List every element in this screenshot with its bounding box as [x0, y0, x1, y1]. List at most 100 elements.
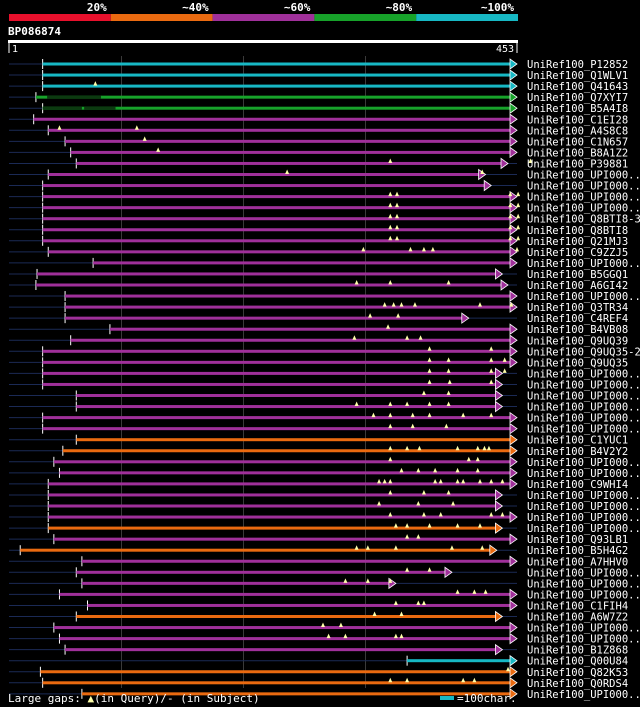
- hit-row[interactable]: UniRef100_UPI000..: [9, 632, 640, 646]
- hit-bar[interactable]: [81, 581, 390, 585]
- hit-label[interactable]: UniRef100_UPI000..: [527, 379, 640, 391]
- hit-row[interactable]: UniRef100_UPI000..: [9, 422, 640, 436]
- hit-label[interactable]: UniRef100_UPI000..: [527, 468, 640, 480]
- hit-bar[interactable]: [48, 515, 511, 519]
- hit-row[interactable]: UniRef100_C9WHI4: [9, 478, 628, 491]
- hit-row[interactable]: UniRef100_UPI000..: [9, 290, 640, 303]
- hit-bar[interactable]: [42, 427, 511, 431]
- hit-row[interactable]: UniRef100_UPI000..: [9, 168, 640, 182]
- hit-bar[interactable]: [42, 195, 511, 199]
- hit-bar[interactable]: [48, 173, 480, 176]
- hit-row[interactable]: UniRef100_A4S8C8: [9, 124, 628, 137]
- hit-row[interactable]: UniRef100_UPI000..: [9, 400, 640, 414]
- hit-bar[interactable]: [42, 416, 511, 420]
- hit-row[interactable]: UniRef100_P12852: [9, 58, 628, 71]
- hit-row[interactable]: UniRef100_B1Z868: [9, 643, 628, 657]
- hit-label[interactable]: UniRef100_C4REF4: [527, 313, 628, 325]
- hit-row[interactable]: UniRef100_B5A4I8: [9, 102, 628, 115]
- hit-bar[interactable]: [48, 482, 511, 486]
- hit-label[interactable]: UniRef100_Q7XYI7: [527, 92, 628, 104]
- hit-bar[interactable]: [81, 692, 511, 696]
- hit-row[interactable]: UniRef100_UPI000..: [9, 411, 640, 425]
- hit-row[interactable]: UniRef100_A7HHV0: [9, 555, 628, 568]
- hit-row[interactable]: UniRef100_Q3TR34: [9, 301, 628, 314]
- hit-label[interactable]: UniRef100_UPI000..: [527, 689, 640, 701]
- hit-bar[interactable]: [76, 161, 503, 165]
- hit-row[interactable]: UniRef100_Q9UQ39: [9, 334, 628, 347]
- hit-row[interactable]: UniRef100_C1YUC1: [9, 433, 628, 447]
- hit-label[interactable]: UniRef100_UPI000..: [527, 457, 640, 469]
- hit-label[interactable]: UniRef100_P12852: [527, 59, 628, 71]
- hit-bar[interactable]: [59, 471, 512, 475]
- hit-label[interactable]: UniRef100_A6W7Z2: [527, 612, 628, 624]
- hit-bar[interactable]: [42, 681, 511, 685]
- hit-label[interactable]: UniRef100_C9ZZJ5: [527, 247, 628, 259]
- hit-bar[interactable]: [59, 592, 512, 596]
- hit-label[interactable]: UniRef100_B5A4I8: [527, 103, 628, 115]
- hit-bar[interactable]: [62, 449, 511, 453]
- hit-bar[interactable]: [70, 338, 511, 342]
- hit-bar[interactable]: [76, 405, 497, 409]
- hit-row[interactable]: UniRef100_Q21MJ3: [9, 235, 628, 248]
- hit-label[interactable]: UniRef100_A4S8C8: [527, 125, 628, 137]
- hit-label[interactable]: UniRef100_UPI000..: [527, 567, 640, 579]
- hit-bar[interactable]: [81, 559, 511, 563]
- hit-label[interactable]: UniRef100_C1N657: [527, 136, 628, 148]
- hit-bar[interactable]: [76, 394, 497, 397]
- hit-label[interactable]: UniRef100_Q3TR34: [527, 302, 628, 314]
- hit-bar[interactable]: [76, 615, 497, 618]
- hit-label[interactable]: UniRef100_UPI000..: [527, 402, 640, 414]
- hit-bar[interactable]: [48, 493, 497, 497]
- hit-label[interactable]: UniRef100_Q8BTI8: [527, 225, 628, 237]
- hit-label[interactable]: UniRef100_B4V2Y2: [527, 446, 628, 458]
- hit-bar[interactable]: [53, 460, 512, 464]
- hit-label[interactable]: UniRef100_C9WHI4: [527, 479, 628, 491]
- hit-bar[interactable]: [33, 117, 511, 121]
- hit-row[interactable]: UniRef100_B4V2Y2: [9, 444, 628, 458]
- hit-row[interactable]: UniRef100_UPI000..: [9, 467, 640, 480]
- hit-row[interactable]: UniRef100_A6GI42: [9, 279, 628, 292]
- hit-row[interactable]: UniRef100_UPI000..: [9, 588, 640, 601]
- hit-label[interactable]: UniRef100_UPI000..: [527, 490, 640, 502]
- hit-label[interactable]: UniRef100_UPI000..: [527, 623, 640, 635]
- hit-bar[interactable]: [53, 537, 512, 541]
- hit-label[interactable]: UniRef100_C1YUC1: [527, 435, 628, 447]
- hit-label[interactable]: UniRef100_B8A1Z2: [527, 147, 628, 159]
- hit-bar[interactable]: [35, 283, 503, 287]
- hit-bar[interactable]: [42, 184, 486, 188]
- hit-label[interactable]: UniRef100_Q9UQ35-2: [527, 346, 640, 358]
- hit-label[interactable]: UniRef100_A6GI42: [527, 280, 628, 292]
- hit-bar[interactable]: [42, 360, 511, 364]
- hit-bar[interactable]: [42, 382, 497, 386]
- hit-bar[interactable]: [65, 316, 463, 320]
- hit-bar[interactable]: [48, 128, 511, 132]
- hit-row[interactable]: UniRef100_B4VB08: [9, 323, 628, 336]
- hit-row[interactable]: UniRef100_C4REF4: [9, 312, 628, 325]
- hit-label[interactable]: UniRef100_UPI000..: [527, 291, 640, 303]
- hit-bar[interactable]: [65, 139, 511, 143]
- hit-label[interactable]: UniRef100_Q41643: [527, 81, 628, 93]
- hit-bar[interactable]: [59, 637, 512, 641]
- hit-row[interactable]: UniRef100_C1N657: [9, 135, 628, 148]
- hit-row[interactable]: UniRef100_C9ZZJ5: [9, 246, 628, 259]
- hit-label[interactable]: UniRef100_UPI000..: [527, 170, 640, 182]
- hit-row[interactable]: UniRef100_B5H4G2: [9, 544, 628, 557]
- hit-label[interactable]: UniRef100_Q82K53: [527, 667, 628, 679]
- hit-row[interactable]: UniRef100_UPI000..: [9, 201, 640, 215]
- hit-row[interactable]: UniRef100_Q7XYI7: [9, 91, 628, 104]
- hit-label[interactable]: UniRef100_B5GGQ1: [527, 269, 628, 281]
- hit-label[interactable]: UniRef100_C1FIH4: [527, 600, 628, 612]
- hit-row[interactable]: UniRef100_UPI000..: [9, 257, 640, 270]
- hit-bar[interactable]: [65, 294, 511, 298]
- hit-label[interactable]: UniRef100_Q00U84: [527, 656, 628, 668]
- hit-row[interactable]: UniRef100_Q8BTI8-3: [9, 212, 640, 226]
- hit-bar[interactable]: [42, 371, 497, 375]
- hit-row[interactable]: UniRef100_UPI000..: [9, 522, 640, 535]
- hit-label[interactable]: UniRef100_Q0RDS4: [527, 678, 628, 690]
- hit-label[interactable]: UniRef100_UPI000..: [527, 634, 640, 646]
- hit-row[interactable]: UniRef100_UPI000..: [9, 190, 640, 204]
- hit-label[interactable]: UniRef100_UPI000..: [527, 368, 640, 380]
- hit-bar[interactable]: [65, 648, 497, 652]
- hit-row[interactable]: UniRef100_UPI000..: [9, 179, 640, 193]
- hit-row[interactable]: UniRef100_UPI000..: [9, 378, 640, 391]
